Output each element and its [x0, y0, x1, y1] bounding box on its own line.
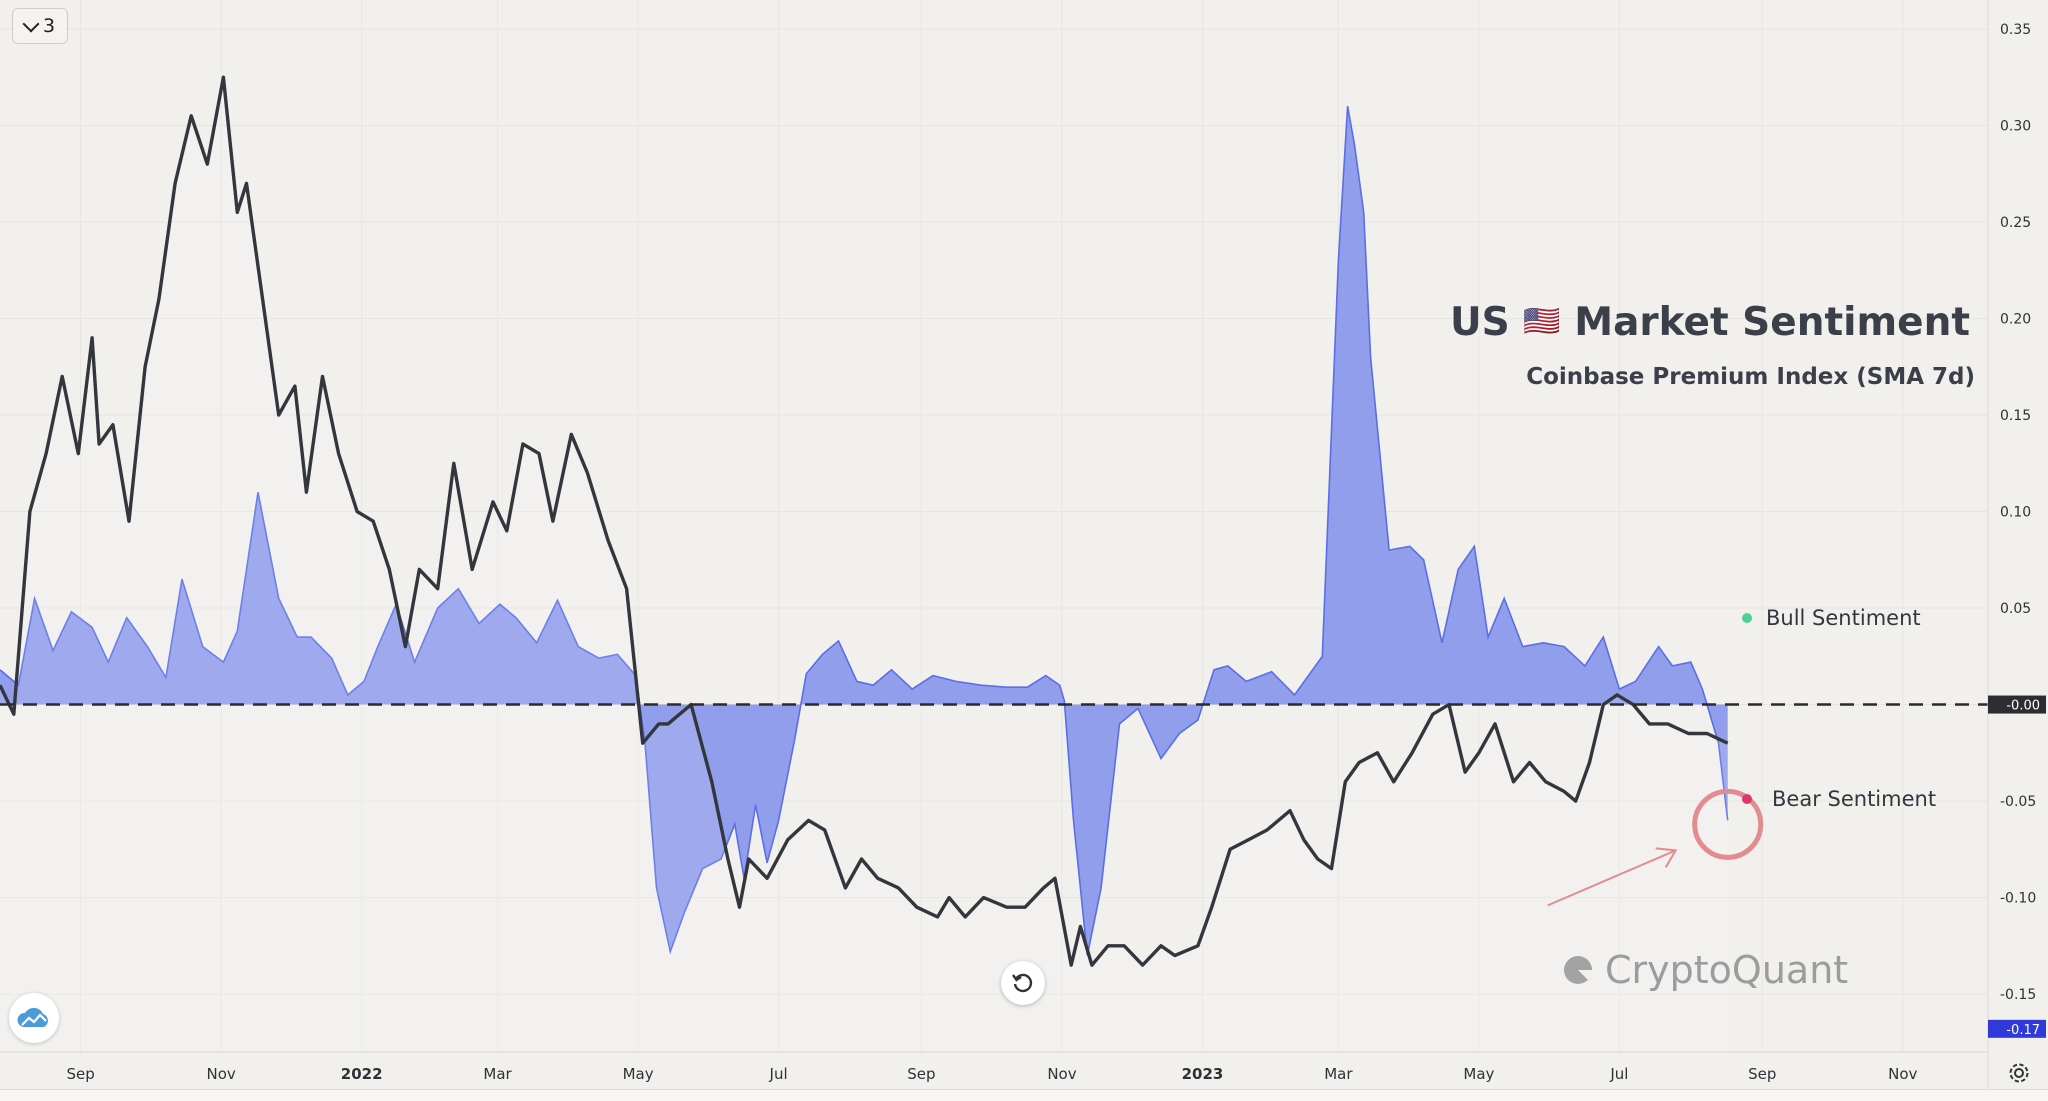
zero-badge-label: -0.00 — [2006, 699, 2040, 714]
y-tick-label: -0.10 — [2000, 891, 2036, 907]
brand-name: CryptoQuant — [1605, 948, 1849, 992]
legend-bull: Bull Sentiment — [1742, 606, 1921, 630]
grid-layer — [0, 0, 1988, 1052]
x-tick-label: May — [1463, 1065, 1494, 1083]
x-tick-label: Nov — [1888, 1065, 1917, 1083]
arrow-head-icon — [1655, 847, 1678, 868]
x-tick-label: Nov — [1047, 1065, 1076, 1083]
chart-subtitle: Coinbase Premium Index (SMA 7d) — [1526, 364, 1975, 390]
cloud-logo-icon — [17, 1007, 48, 1027]
brand-watermark: CryptoQuant — [1547, 948, 1848, 992]
y-tick-label: 0.10 — [2000, 505, 2031, 521]
premium-area-layer — [0, 106, 1729, 956]
y-tick-label: 0.25 — [2000, 215, 2031, 231]
reset-zoom-button[interactable] — [1001, 961, 1045, 1005]
legend-bear-label: Bear Sentiment — [1772, 787, 1937, 811]
chart-title: US 🇺🇸 Market Sentiment — [1450, 300, 1970, 345]
legend-bear: Bear Sentiment — [1742, 787, 1936, 811]
price-area — [0, 77, 1728, 1052]
x-tick-label: 2022 — [341, 1065, 383, 1083]
flag-icon: 🇺🇸 — [1523, 304, 1561, 339]
x-tick-label: Sep — [1748, 1065, 1776, 1083]
x-tick-label: Sep — [66, 1065, 94, 1083]
x-tick-label: Sep — [907, 1065, 935, 1083]
y-tick-label: -0.15 — [2000, 987, 2036, 1003]
tradingview-logo-button[interactable] — [9, 993, 59, 1043]
series-count: 3 — [42, 15, 56, 37]
y-tick-label: 0.30 — [2000, 118, 2031, 134]
x-tick-label: Nov — [207, 1065, 236, 1083]
y-tick-label: 0.15 — [2000, 408, 2031, 424]
bull-dot-icon — [1742, 613, 1752, 623]
x-tick-label: Mar — [483, 1065, 512, 1083]
premium-line — [0, 106, 1729, 956]
y-tick-label: 0.20 — [2000, 311, 2031, 327]
price-line — [0, 75, 1729, 967]
premium-area — [0, 106, 1728, 956]
title-main: Market Sentiment — [1574, 300, 1970, 345]
highlight-circle — [1692, 788, 1764, 860]
reset-icon — [1012, 973, 1033, 993]
annotation-layer — [1547, 788, 1764, 907]
x-tick-label: Jul — [769, 1065, 788, 1083]
x-tick-label: Mar — [1324, 1065, 1353, 1083]
chevron-down-icon — [22, 15, 40, 32]
last-value-badge-label: -0.17 — [2006, 1023, 2040, 1038]
cryptoquant-logo-icon — [1549, 955, 1592, 985]
bear-dot-icon — [1742, 794, 1752, 804]
title-country: US — [1449, 300, 1510, 345]
series-count-button[interactable]: 3 — [12, 8, 68, 44]
y-tick-label: 0.35 — [2000, 22, 2031, 38]
gear-icon[interactable] — [2006, 1060, 2032, 1086]
x-tick-label: May — [623, 1065, 654, 1083]
last-value-badge — [1988, 1019, 2046, 1038]
x-tick-label: Jul — [1609, 1065, 1628, 1083]
y-tick-label: 0.05 — [2000, 601, 2031, 617]
price-line-layer — [0, 75, 1729, 1052]
legend-bull-label: Bull Sentiment — [1766, 606, 1921, 630]
zero-badge — [1988, 695, 2046, 714]
annotation-arrow — [1547, 849, 1677, 907]
y-tick-label: -0.05 — [2000, 794, 2036, 810]
x-tick-label: 2023 — [1182, 1065, 1224, 1083]
bottom-bar — [0, 1089, 2048, 1101]
